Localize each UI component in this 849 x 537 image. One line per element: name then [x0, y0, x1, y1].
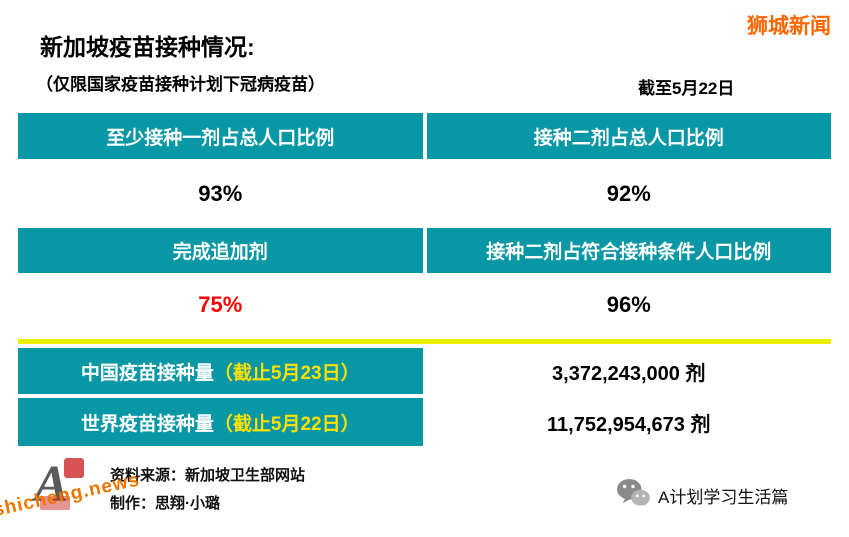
credit-line: 制作：思翔·小璐: [110, 495, 220, 512]
table-row-values-1: 93% 92%: [18, 163, 831, 224]
label-china-doses-date: （截止5月23日）: [213, 362, 360, 384]
value-world-doses: 11,752,954,673 剂: [426, 398, 831, 446]
publisher-logo: A: [34, 452, 98, 524]
logo-seal-icon-small: [40, 496, 70, 510]
value-booster-pct: 75%: [18, 273, 423, 337]
credits-block: 资料来源：新加坡卫生部网站 制作：思翔·小璐: [110, 462, 305, 518]
label-china-doses: 中国疫苗接种量 （截止5月23日）: [18, 348, 423, 394]
label-world-doses-text: 世界疫苗接种量: [80, 413, 214, 435]
table-row-world-doses: 世界疫苗接种量 （截止5月22日） 11,752,954,673 剂: [18, 398, 831, 446]
header-cell-two-dose-eligible: 接种二剂占符合接种条件人口比例: [426, 228, 831, 273]
brand-logo-text: 狮城新闻: [747, 15, 831, 38]
label-world-doses: 世界疫苗接种量 （截止5月22日）: [18, 398, 423, 446]
header-cell-booster: 完成追加剂: [18, 228, 423, 273]
logo-seal-icon: [64, 458, 84, 478]
table-row-values-2: 75% 96%: [18, 273, 831, 337]
table-row-headers-1: 至少接种一剂占总人口比例 接种二剂占总人口比例: [18, 113, 831, 159]
value-two-dose-eligible-pct: 96%: [426, 273, 831, 337]
label-china-doses-text: 中国疫苗接种量: [80, 362, 214, 384]
page-subtitle: （仅限国家疫苗接种计划下冠病疫苗）: [36, 75, 325, 94]
header-cell-one-dose: 至少接种一剂占总人口比例: [18, 113, 423, 159]
wechat-icon: [616, 478, 650, 513]
page-title: 新加坡疫苗接种情况:: [40, 34, 255, 60]
value-china-doses: 3,372,243,000 剂: [426, 348, 831, 394]
wechat-account-name: A计划学习生活篇: [658, 488, 789, 507]
value-one-dose-pct: 93%: [18, 163, 423, 224]
label-world-doses-date: （截止5月22日）: [213, 413, 360, 435]
as-of-date: 截至5月22日: [638, 79, 735, 98]
value-two-dose-pct: 92%: [426, 163, 831, 224]
table-row-headers-2: 完成追加剂 接种二剂占符合接种条件人口比例: [18, 228, 831, 273]
table-row-china-doses: 中国疫苗接种量 （截止5月23日） 3,372,243,000 剂: [18, 348, 831, 394]
header-cell-two-dose: 接种二剂占总人口比例: [426, 113, 831, 159]
vaccination-table: 至少接种一剂占总人口比例 接种二剂占总人口比例 93% 92% 完成追加剂 接种…: [18, 113, 831, 446]
source-line: 资料来源：新加坡卫生部网站: [110, 467, 306, 484]
yellow-divider: [18, 339, 831, 344]
wechat-account-row: A计划学习生活篇: [616, 478, 788, 513]
